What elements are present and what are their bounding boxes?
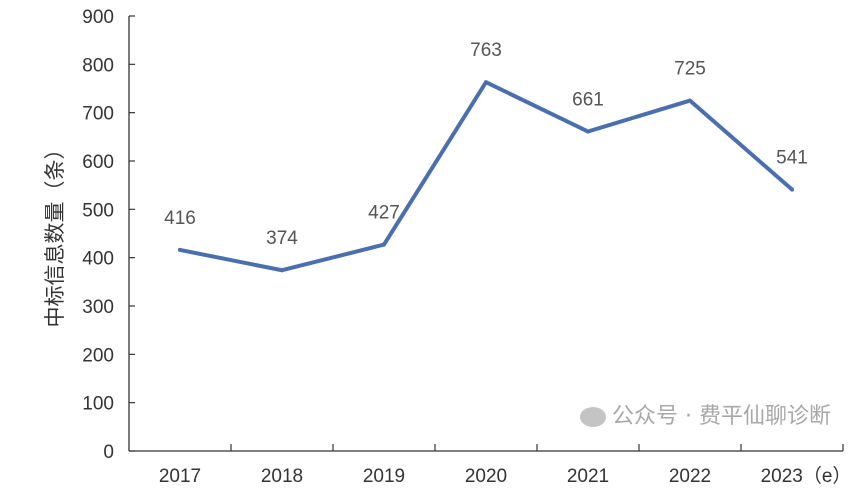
x-tick-label: 2020 [465,466,507,487]
y-tick-label: 200 [82,345,114,366]
wechat-icon [580,407,606,427]
y-tick-label: 500 [82,200,114,221]
data-label: 763 [470,40,502,61]
x-tick-label: 2017 [159,466,201,487]
data-point [586,129,590,134]
data-label: 416 [164,208,196,229]
y-tick-label: 0 [103,442,114,463]
y-tick-label: 100 [82,394,114,415]
y-tick-label: 400 [82,249,114,270]
data-point [790,187,794,192]
x-tick-label: 2019 [363,466,405,487]
watermark-text: 公众号 · 费平仙聊诊断 [612,404,831,429]
data-point [484,80,488,85]
watermark: 公众号 · 费平仙聊诊断 [580,404,831,430]
data-label: 541 [776,148,808,169]
y-axis-label: 中标信息数量（条） [43,139,67,328]
x-tick-label: 2021 [567,466,609,487]
x-tick-label: 2023（e） [761,465,852,487]
x-tick-label: 2022 [669,466,711,487]
data-label: 427 [368,203,400,224]
data-label: 725 [674,59,706,80]
data-point [280,268,284,273]
data-point [688,98,692,103]
data-point [382,242,386,247]
data-point [178,247,182,252]
data-label: 661 [572,90,604,111]
x-tick-label: 2018 [261,466,303,487]
y-tick-label: 800 [82,55,114,76]
data-label: 374 [266,228,298,249]
y-tick-label: 900 [82,7,114,28]
y-tick-label: 600 [82,152,114,173]
y-tick-label: 300 [82,297,114,318]
y-tick-label: 700 [82,104,114,125]
